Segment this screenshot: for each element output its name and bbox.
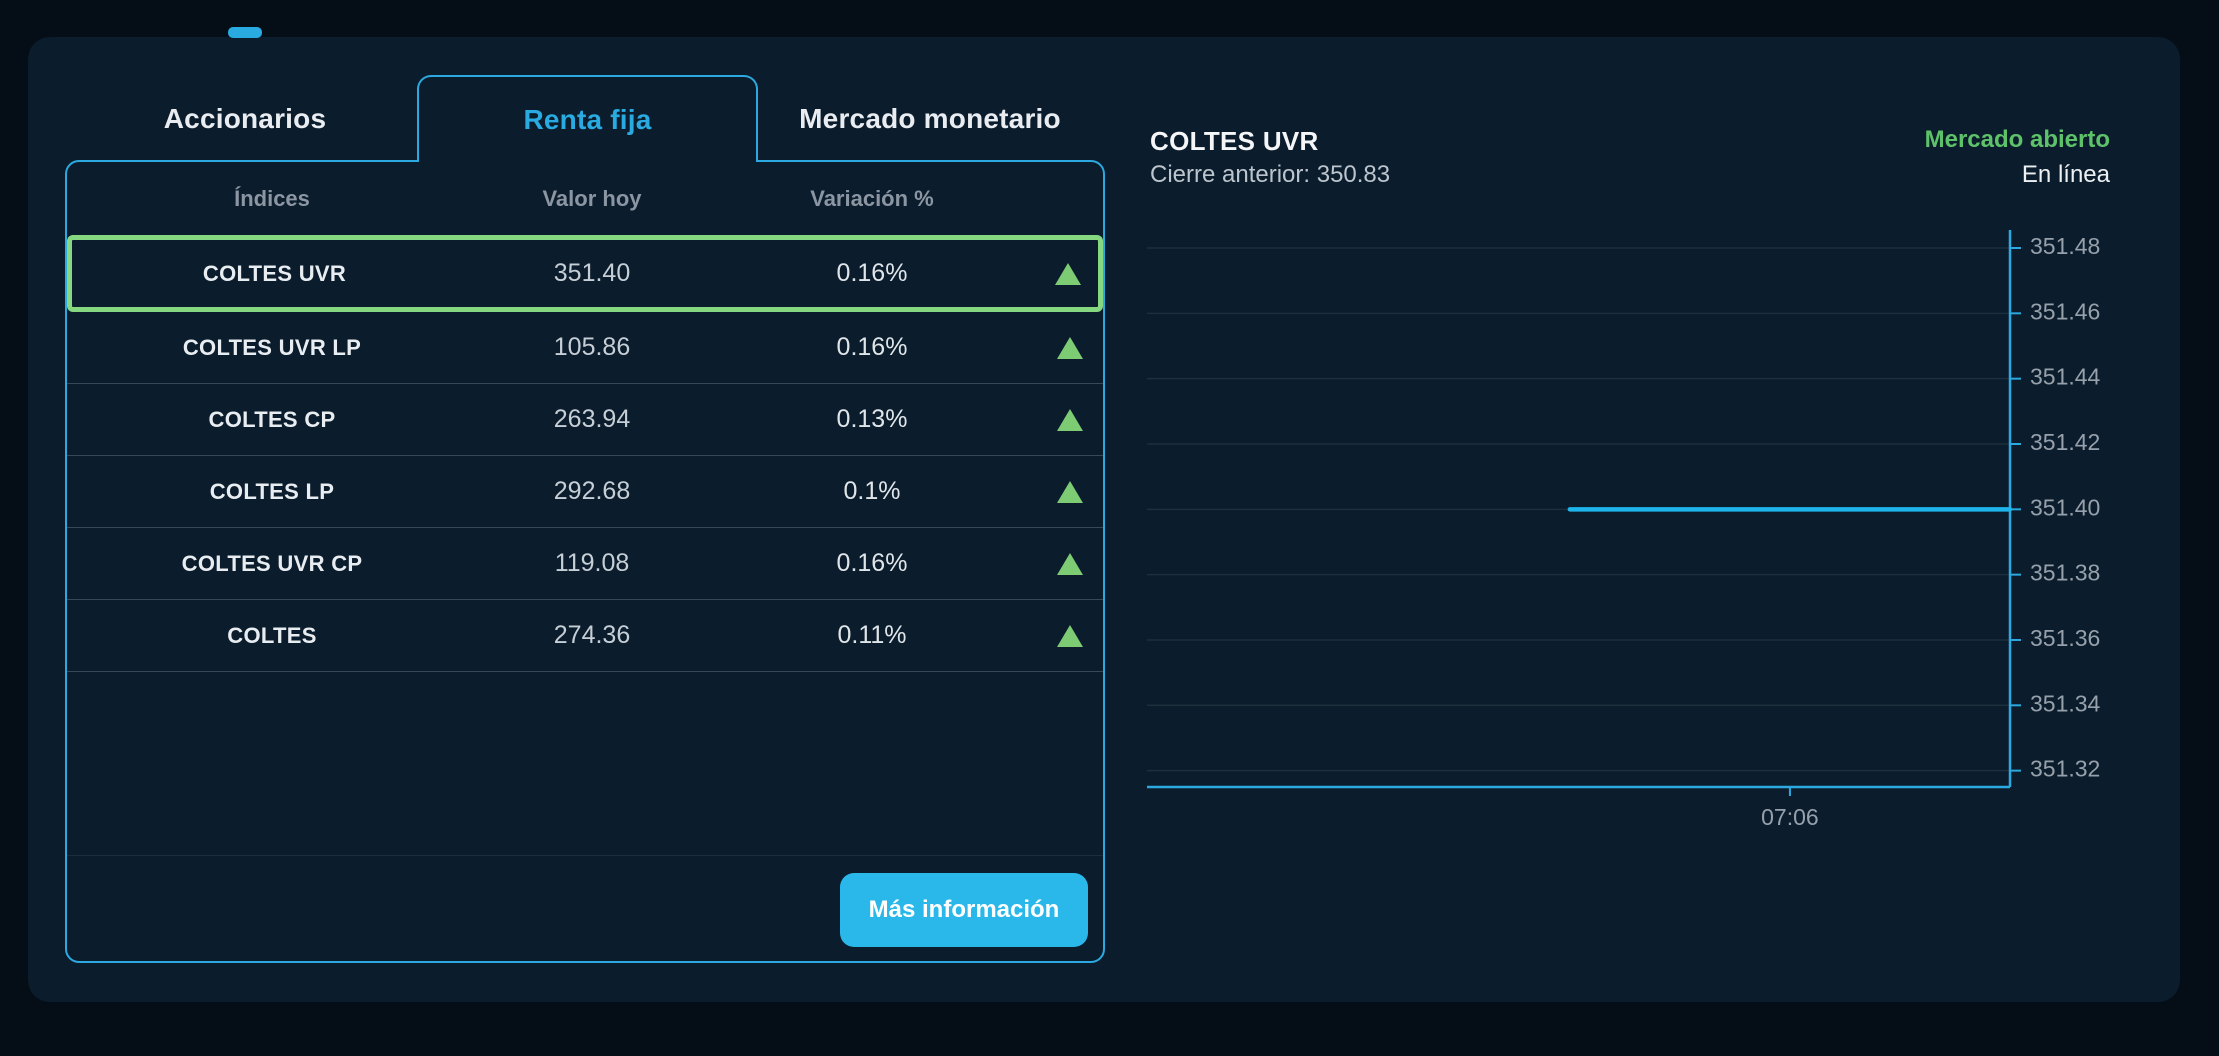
index-name: COLTES UVR CP bbox=[181, 550, 363, 576]
index-change: 0.11% bbox=[837, 621, 907, 649]
index-name: COLTES UVR bbox=[202, 260, 347, 286]
up-triangle-icon bbox=[1054, 262, 1081, 285]
y-tick-label: 351.40 bbox=[2030, 494, 2100, 520]
more-info-button[interactable]: Más información bbox=[840, 873, 1088, 947]
market-status: Mercado abierto bbox=[1924, 126, 2110, 153]
panel-divider bbox=[67, 855, 1103, 856]
index-name: COLTES UVR LP bbox=[182, 334, 362, 360]
indices-rows: COLTES UVR 351.40 0.16% COLTES UVR LP 105.86… bbox=[67, 235, 1103, 672]
tab-accionarios[interactable]: Accionarios bbox=[163, 102, 327, 134]
tab-renta-fija[interactable]: Renta fija bbox=[417, 75, 758, 162]
y-tick-label: 351.36 bbox=[2030, 625, 2100, 651]
table-header-row: Índices Valor hoy Variación % bbox=[67, 162, 1103, 235]
index-value: 119.08 bbox=[554, 549, 630, 577]
index-change: 0.16% bbox=[836, 333, 908, 361]
index-value: 292.68 bbox=[553, 477, 631, 505]
price-chart: 351.48 351.46 351.44 351.42 351.40 351.38 351.… bbox=[1147, 230, 2101, 830]
up-triangle-icon bbox=[1057, 552, 1083, 575]
table-row-coltes-uvr-cp[interactable]: COLTES UVR CP 119.08 0.16% bbox=[67, 528, 1103, 600]
x-tick-label: 07:06 bbox=[1761, 804, 1819, 830]
index-value: 263.94 bbox=[553, 405, 631, 433]
y-tick-label: 351.42 bbox=[2030, 429, 2100, 455]
index-name: COLTES LP bbox=[209, 478, 335, 504]
index-change: 0.16% bbox=[836, 259, 908, 287]
up-triangle-icon bbox=[1057, 624, 1083, 647]
change-direction-cell bbox=[1037, 480, 1103, 503]
index-change: 0.1% bbox=[843, 477, 901, 505]
index-value: 274.36 bbox=[553, 621, 631, 649]
index-value: 351.40 bbox=[553, 259, 631, 287]
top-accent-nub bbox=[228, 27, 262, 38]
index-value: 105.86 bbox=[553, 333, 631, 361]
change-direction-cell bbox=[1037, 408, 1103, 431]
y-tick-label: 351.48 bbox=[2030, 233, 2100, 259]
table-row-coltes-uvr[interactable]: COLTES UVR 351.40 0.16% bbox=[67, 235, 1103, 312]
change-direction-cell bbox=[1037, 624, 1103, 647]
table-row-coltes-cp[interactable]: COLTES CP 263.94 0.13% bbox=[67, 384, 1103, 456]
index-name: COLTES bbox=[227, 622, 317, 648]
index-name: COLTES CP bbox=[208, 406, 336, 432]
up-triangle-icon bbox=[1057, 480, 1083, 503]
y-tick-label: 351.46 bbox=[2030, 298, 2100, 324]
quote-title: COLTES UVR bbox=[1150, 126, 1319, 156]
table-row-coltes-lp[interactable]: COLTES LP 292.68 0.1% bbox=[67, 456, 1103, 528]
y-tick-label: 351.32 bbox=[2030, 756, 2100, 782]
change-direction-cell bbox=[1037, 262, 1098, 285]
tab-mercado-monetario[interactable]: Mercado monetario bbox=[799, 102, 1061, 134]
previous-close: Cierre anterior: 350.83 bbox=[1150, 161, 1391, 188]
indices-panel: Índices Valor hoy Variación % COLTES UVR… bbox=[65, 160, 1105, 963]
y-tick-label: 351.38 bbox=[2030, 560, 2100, 586]
y-tick-label: 351.44 bbox=[2030, 364, 2101, 390]
column-header-variacion: Variación % bbox=[810, 185, 934, 211]
y-tick-label: 351.34 bbox=[2030, 690, 2101, 716]
up-triangle-icon bbox=[1057, 336, 1083, 359]
change-direction-cell bbox=[1037, 336, 1103, 359]
connection-status: En línea bbox=[2021, 161, 2110, 188]
table-row-coltes-uvr-lp[interactable]: COLTES UVR LP 105.86 0.16% bbox=[67, 312, 1103, 384]
index-change: 0.16% bbox=[836, 549, 908, 577]
column-header-valor-hoy: Valor hoy bbox=[542, 185, 642, 211]
up-triangle-icon bbox=[1057, 408, 1083, 431]
table-row-coltes[interactable]: COLTES 274.36 0.11% bbox=[67, 600, 1103, 672]
index-change: 0.13% bbox=[836, 405, 908, 433]
change-direction-cell bbox=[1037, 552, 1103, 575]
column-header-indices: Índices bbox=[234, 185, 310, 211]
